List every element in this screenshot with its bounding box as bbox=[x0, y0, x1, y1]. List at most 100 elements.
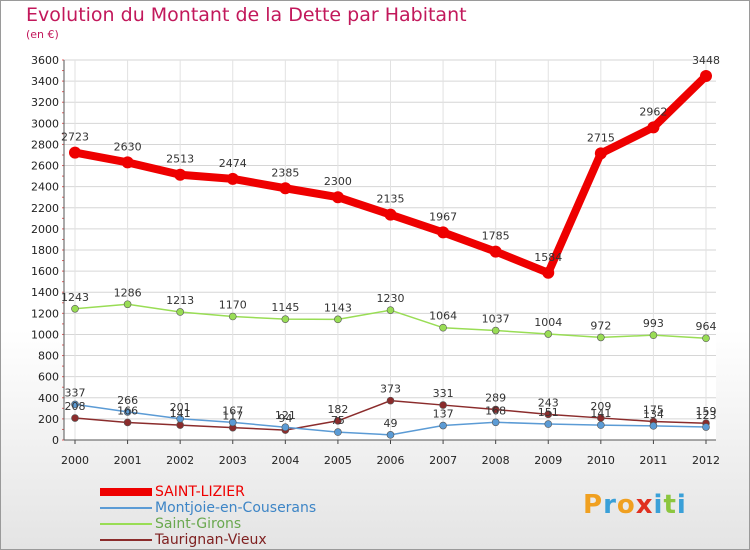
data-label: 964 bbox=[696, 320, 717, 333]
legend-swatch bbox=[100, 507, 152, 509]
data-point bbox=[491, 326, 500, 335]
data-label: 1145 bbox=[271, 301, 299, 314]
data-label: 972 bbox=[590, 319, 611, 332]
data-point bbox=[123, 300, 132, 309]
y-tick-label: 2400 bbox=[31, 181, 59, 194]
data-label: 134 bbox=[643, 408, 664, 421]
chart-subtitle: (en €) bbox=[26, 28, 59, 41]
data-label: 2715 bbox=[587, 131, 615, 144]
data-point bbox=[121, 156, 134, 169]
x-tick-label: 2012 bbox=[692, 454, 720, 467]
data-label: 373 bbox=[380, 383, 401, 396]
legend-swatch bbox=[100, 523, 152, 525]
data-label: 1286 bbox=[114, 286, 142, 299]
data-point bbox=[437, 226, 450, 239]
data-point bbox=[700, 70, 712, 83]
data-point bbox=[123, 418, 132, 427]
data-label: 137 bbox=[433, 408, 454, 421]
data-point bbox=[279, 182, 292, 195]
data-label: 159 bbox=[696, 405, 717, 418]
data-point bbox=[71, 414, 79, 422]
data-label: 1584 bbox=[534, 251, 562, 264]
data-point bbox=[334, 416, 342, 425]
legend-label: Montjoie-en-Couserans bbox=[155, 500, 317, 516]
data-label: 2474 bbox=[219, 157, 247, 170]
proxiti-logo: Proxiti bbox=[583, 490, 687, 520]
data-label: 2723 bbox=[61, 131, 89, 144]
data-label: 1967 bbox=[429, 210, 457, 223]
data-point bbox=[384, 208, 397, 221]
data-label: 201 bbox=[170, 401, 191, 414]
data-point bbox=[228, 418, 237, 427]
data-label: 121 bbox=[275, 409, 296, 422]
legend-label: Saint-Girons bbox=[155, 516, 242, 532]
data-point bbox=[702, 423, 710, 431]
data-point bbox=[597, 421, 605, 429]
logo-letter: i bbox=[653, 490, 664, 520]
x-tick-label: 2002 bbox=[166, 454, 194, 467]
data-label: 175 bbox=[643, 404, 664, 417]
data-label: 2630 bbox=[114, 140, 142, 153]
y-tick-label: 3600 bbox=[31, 54, 59, 67]
legend-swatch bbox=[100, 488, 152, 496]
data-label: 337 bbox=[65, 386, 86, 399]
data-point bbox=[491, 405, 500, 414]
logo-letter: o bbox=[616, 490, 636, 520]
x-tick-label: 2011 bbox=[639, 454, 667, 467]
data-label: 2962 bbox=[639, 105, 667, 118]
data-label: 2135 bbox=[377, 193, 405, 206]
data-point bbox=[439, 323, 447, 332]
y-tick-label: 3000 bbox=[31, 117, 59, 130]
data-label: 123 bbox=[696, 409, 717, 422]
data-label: 151 bbox=[538, 406, 559, 419]
y-tick-label: 2600 bbox=[31, 160, 59, 173]
data-label: 141 bbox=[590, 407, 611, 420]
data-point bbox=[386, 396, 395, 405]
data-label: 208 bbox=[65, 400, 86, 413]
data-point bbox=[386, 431, 395, 439]
data-point bbox=[334, 428, 342, 436]
data-label: 168 bbox=[485, 404, 506, 417]
data-point bbox=[439, 421, 447, 430]
y-tick-label: 2800 bbox=[31, 138, 59, 151]
data-label: 1230 bbox=[377, 292, 405, 305]
data-label: 289 bbox=[485, 391, 506, 404]
data-point bbox=[228, 312, 237, 321]
data-point bbox=[491, 418, 500, 427]
data-label: 166 bbox=[117, 404, 138, 417]
data-point bbox=[702, 334, 710, 343]
data-point bbox=[331, 191, 344, 204]
data-label: 2300 bbox=[324, 175, 352, 188]
y-tick-label: 3400 bbox=[31, 75, 59, 88]
y-tick-label: 1000 bbox=[31, 328, 59, 341]
data-label: 243 bbox=[538, 396, 559, 409]
data-point bbox=[281, 315, 290, 323]
chart-title: Evolution du Montant de la Dette par Hab… bbox=[26, 4, 467, 26]
y-tick-label: 1600 bbox=[31, 265, 59, 278]
data-point bbox=[439, 401, 447, 409]
x-tick-label: 2010 bbox=[587, 454, 615, 467]
data-point bbox=[544, 330, 553, 338]
y-tick-label: 2000 bbox=[31, 223, 59, 236]
data-label: 209 bbox=[590, 400, 611, 413]
data-label: 94 bbox=[278, 412, 292, 425]
y-tick-label: 0 bbox=[52, 434, 59, 447]
data-label: 49 bbox=[384, 417, 398, 430]
legend-label: Taurignan-Vieux bbox=[155, 532, 267, 548]
x-tick-label: 2006 bbox=[377, 454, 405, 467]
data-label: 266 bbox=[117, 394, 138, 407]
y-tick-label: 400 bbox=[38, 392, 59, 405]
data-label: 1170 bbox=[219, 299, 247, 312]
data-point bbox=[334, 315, 342, 324]
data-point bbox=[489, 245, 502, 258]
data-point bbox=[281, 423, 290, 432]
data-label: 1004 bbox=[534, 316, 562, 329]
data-label: 993 bbox=[643, 317, 664, 330]
data-label: 1037 bbox=[482, 313, 510, 326]
data-point bbox=[176, 421, 184, 429]
data-point bbox=[71, 304, 79, 313]
data-point bbox=[647, 121, 660, 134]
data-point bbox=[544, 420, 553, 428]
x-tick-label: 2009 bbox=[534, 454, 562, 467]
